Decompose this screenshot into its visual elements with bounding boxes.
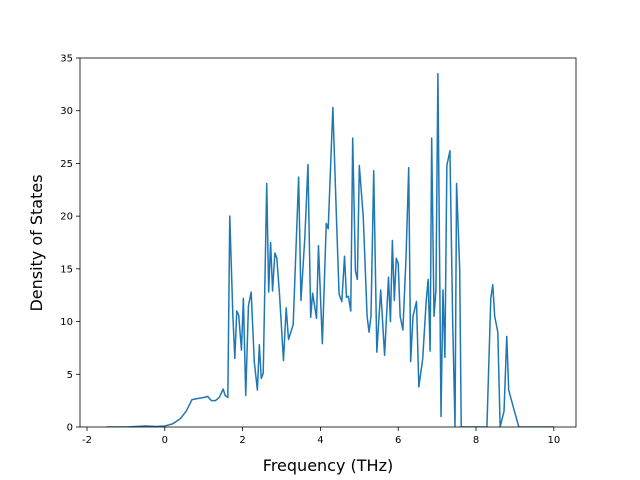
y-tick-label: 5 xyxy=(67,370,73,381)
line-series xyxy=(106,73,554,427)
x-tick-label: 0 xyxy=(162,435,168,446)
y-tick-label: 0 xyxy=(67,423,73,434)
x-tick-label: 4 xyxy=(317,435,323,446)
y-tick-label: 25 xyxy=(60,159,73,170)
y-axis-label: Density of States xyxy=(27,174,46,311)
plot-frame xyxy=(79,57,577,428)
x-tick-label: 2 xyxy=(239,435,245,446)
y-tick-label: 20 xyxy=(60,212,73,223)
x-tick-label: 10 xyxy=(547,435,560,446)
x-axis-label: Frequency (THz) xyxy=(263,456,393,475)
y-tick-label: 35 xyxy=(60,54,73,65)
y-tick-label: 10 xyxy=(60,317,73,328)
x-tick-label: 6 xyxy=(395,435,401,446)
y-tick-label: 15 xyxy=(60,264,73,275)
y-tick-label: 30 xyxy=(60,106,73,117)
x-tick-label: -2 xyxy=(82,435,92,446)
x-tick-label: 8 xyxy=(473,435,479,446)
